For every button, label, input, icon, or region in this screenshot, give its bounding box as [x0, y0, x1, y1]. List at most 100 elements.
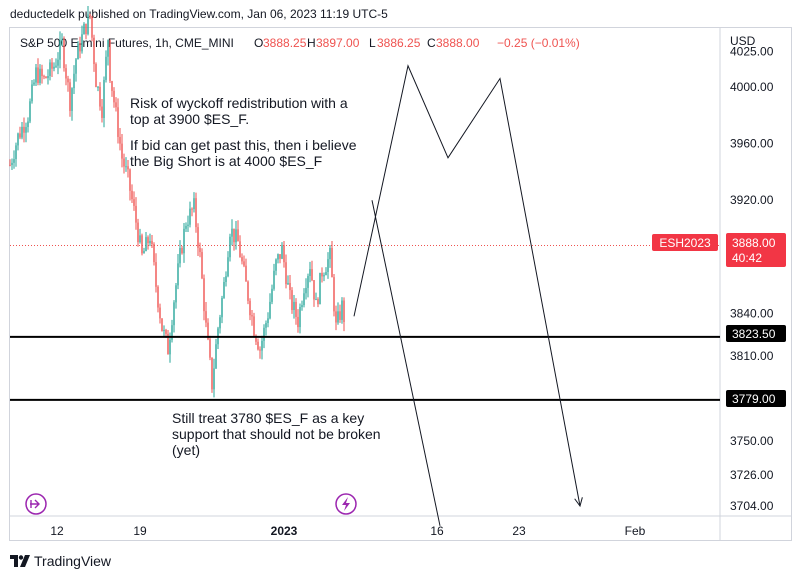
footer-brand[interactable]: TradingView — [10, 553, 111, 569]
candle-body — [155, 262, 157, 287]
candle-body — [239, 241, 241, 258]
candle-body — [311, 269, 313, 281]
hline-label-bg-1 — [726, 325, 786, 342]
candle-body — [43, 76, 45, 78]
candle-body — [333, 277, 335, 312]
support-lines[interactable] — [10, 335, 720, 401]
candle-body — [273, 270, 275, 289]
hline-label-1: 3823.50 — [732, 327, 776, 341]
note3-line1: Still treat 3780 $ES_F as a key — [172, 410, 364, 426]
candle-body — [269, 301, 271, 319]
candle-body — [319, 272, 321, 305]
candle-body — [193, 198, 195, 210]
candle-body — [283, 245, 285, 263]
hline-label-2: 3779.00 — [732, 392, 776, 406]
candle-body — [97, 86, 99, 88]
candle-body — [331, 247, 333, 278]
candle-body — [93, 37, 95, 65]
candle-body — [89, 14, 91, 17]
candle-body — [105, 56, 107, 80]
candle-body — [57, 59, 59, 66]
candle-body — [225, 276, 227, 282]
note3-line2: support that should not be broken — [172, 426, 381, 442]
y-tick-label: 3726.00 — [730, 468, 774, 482]
candle-body — [205, 311, 207, 323]
candle-body — [229, 236, 231, 258]
candle-body — [245, 265, 247, 282]
y-tick-label: 3704.00 — [730, 499, 774, 513]
candle-body — [285, 262, 287, 285]
candle-body — [17, 133, 19, 146]
candle-body — [197, 227, 199, 248]
legend-close: 3888.00 — [436, 36, 480, 50]
candle-body — [251, 315, 253, 317]
legend-change: −0.25 (−0.01%) — [497, 36, 580, 50]
candle-body — [165, 329, 167, 334]
candle-body — [83, 23, 85, 35]
candle-body — [341, 300, 343, 320]
arrowhead — [574, 497, 583, 508]
candle-body — [263, 327, 265, 341]
candle-body — [133, 199, 135, 206]
candle-body — [123, 158, 125, 167]
candle-body — [185, 225, 187, 229]
candle-body — [327, 259, 329, 273]
candle-body — [71, 88, 73, 111]
candle-body — [339, 311, 341, 320]
candle-body — [215, 344, 217, 369]
price-tag-value: 3888.00 — [732, 236, 776, 250]
legend-high-label: H — [307, 36, 316, 50]
candle-body — [143, 251, 145, 254]
candle-body — [81, 34, 83, 52]
candle-body — [235, 229, 237, 243]
candle-body — [13, 159, 15, 163]
legend-open-label: O — [254, 36, 263, 50]
candle-body — [171, 325, 173, 340]
candle-body — [77, 43, 79, 60]
candle-body — [125, 166, 127, 168]
candle-body — [189, 208, 191, 225]
candle-body — [153, 244, 155, 263]
candle-body — [139, 235, 141, 243]
legend-low-label: L — [369, 36, 376, 50]
candle-body — [131, 190, 133, 200]
candle-body — [73, 73, 75, 89]
candle-body — [309, 269, 311, 277]
hline-label-bg-2 — [726, 390, 786, 407]
annotations[interactable]: Risk of wyckoff redistribution with a to… — [130, 95, 381, 458]
candle-body — [267, 318, 269, 324]
candle-body — [137, 222, 139, 243]
candle-body — [87, 14, 89, 34]
candle-body — [121, 143, 123, 159]
candle-body — [271, 288, 273, 302]
y-tick-label: 3960.00 — [730, 137, 774, 151]
legend-high: 3897.00 — [316, 36, 360, 50]
replay-icon[interactable] — [25, 493, 47, 515]
candle-body — [25, 127, 27, 133]
candle-body — [61, 39, 63, 41]
candle-body — [233, 228, 235, 243]
candle-body — [35, 67, 37, 83]
candle-body — [183, 228, 185, 254]
note1-line1: Risk of wyckoff redistribution with a — [130, 95, 348, 111]
chart-frame — [9, 27, 792, 541]
candle-body — [113, 90, 115, 103]
projection-path[interactable] — [353, 64, 581, 507]
candle-body — [277, 254, 279, 260]
candle-body — [191, 208, 193, 210]
candle-body — [31, 84, 33, 102]
lightning-icon[interactable] — [335, 493, 357, 515]
price-tag-countdown: 40:42 — [732, 251, 762, 265]
candle-body — [265, 323, 267, 328]
projection-path-2[interactable] — [371, 200, 441, 526]
candle-body — [101, 106, 103, 118]
candle-body — [213, 368, 215, 390]
y-tick-label: 4000.00 — [730, 80, 774, 94]
y-axis-ticks: 4025.00 4000.00 3960.00 3920.00 3840.00 3810.… — [730, 45, 774, 513]
note3-line3: (yet) — [172, 442, 200, 458]
candle-body — [315, 299, 317, 301]
candle-body — [45, 76, 47, 79]
candle-body — [187, 224, 189, 226]
candle-body — [287, 282, 289, 285]
